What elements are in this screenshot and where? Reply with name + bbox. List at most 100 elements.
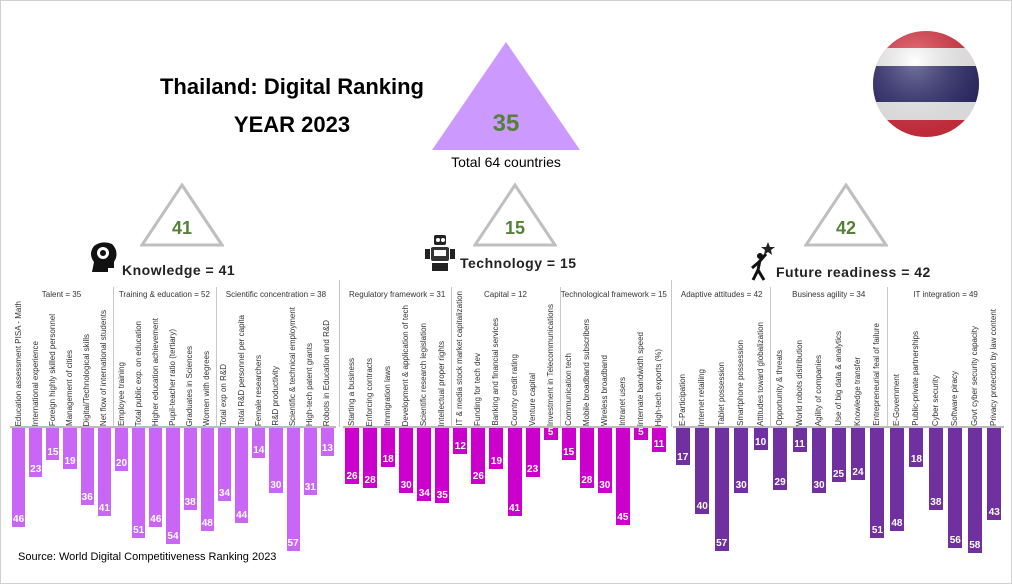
indicator-bar: 44	[235, 428, 249, 523]
indicator-bar: 18	[909, 428, 924, 467]
indicator-label: Scientific research legislation	[419, 322, 429, 426]
bar-value-label: 14	[253, 445, 265, 457]
indicator-label: Entrepreneurial feal of failure	[872, 323, 882, 426]
indicator-bar: 17	[675, 428, 690, 465]
indicator-bar: 31	[303, 428, 317, 495]
indicator-bar: 56	[948, 428, 963, 549]
overall-rank: 35	[492, 110, 520, 137]
future-rank: 42	[835, 218, 857, 238]
indicator-bar: 11	[651, 428, 666, 452]
bar-value-label: 19	[64, 455, 76, 467]
total-countries: Total 64 countries	[451, 154, 561, 170]
title-line2: YEAR 2023	[233, 112, 351, 137]
section-divider	[339, 280, 340, 427]
indicator-bar: 28	[579, 428, 594, 489]
bar-value-label: 41	[98, 503, 110, 515]
future-section-title: Future readiness = 42	[776, 264, 931, 280]
bar-value-label: 19	[490, 455, 503, 467]
indicator-bar: 43	[987, 428, 1002, 521]
indicator-label: Foreign highly skilled personnel	[47, 313, 57, 426]
indicator-bar: 30	[734, 428, 749, 493]
bar-value-label: 36	[81, 492, 93, 504]
indicator-label: Pupil-teacher ratio (tertiary)	[168, 329, 177, 426]
bar-value-label: 48	[891, 518, 903, 530]
indicator-label: Venture capital	[527, 373, 537, 426]
indicator-bar: 54	[166, 428, 180, 545]
bar-value-label: 24	[852, 466, 864, 478]
bar-value-label: 51	[871, 524, 883, 536]
bar-value-label: 13	[321, 442, 333, 454]
person-reaching-star-icon	[748, 242, 776, 287]
bar-value-label: 30	[735, 479, 747, 491]
group-title: Technological framework = 15	[560, 290, 667, 299]
bar-value-label: 10	[755, 436, 767, 448]
bar-value-label: 20	[115, 458, 128, 469]
indicator-label: Intranet users	[617, 377, 627, 426]
knowledge-axis	[10, 426, 336, 428]
indicator-label: International experience	[30, 340, 40, 426]
indicator-bar: 15	[561, 428, 576, 461]
indicator-bar: 19	[489, 428, 504, 469]
indicator-bar: 30	[399, 428, 414, 493]
bar-value-label: 26	[346, 470, 358, 482]
indicator-bar: 20	[114, 428, 129, 471]
bar-value-label: 15	[47, 447, 59, 459]
indicator-bar: 46	[12, 428, 26, 527]
indicator-label: Opportunity & threats	[775, 350, 785, 426]
indicator-label: Knowledge transfer	[852, 357, 862, 426]
future-rank-triangle	[803, 182, 889, 253]
section-divider	[671, 280, 672, 427]
bar-value-label: 43	[988, 507, 1000, 519]
indicator-label: Agility of companies	[814, 354, 824, 426]
group-divider	[216, 287, 217, 427]
bar-value-label: 46	[13, 513, 25, 525]
bar-value-label: 35	[436, 490, 448, 502]
indicator-bar: 36	[80, 428, 94, 506]
indicator-bar: 14	[252, 428, 266, 459]
bar-value-label: 31	[304, 481, 316, 493]
bar-value-label: 28	[364, 475, 376, 487]
indicator-label: Total public exp. on education	[133, 320, 143, 426]
indicator-bar: 15	[46, 428, 60, 461]
indicator-bar: 45	[615, 428, 630, 525]
group-title: Scientific concentration = 38	[225, 290, 327, 299]
indicator-bar: 25	[831, 428, 846, 482]
bar-value-label: 11	[794, 438, 805, 450]
bar-value-label: 30	[400, 479, 412, 491]
bar-value-label: 28	[581, 475, 593, 487]
indicator-label: Total R&D personnel per capita	[236, 315, 246, 426]
indicator-label: Graduates in Sciences	[185, 345, 195, 427]
group-title: Training & education = 52	[118, 290, 210, 299]
indicator-label: Attitudes toward globalization	[755, 321, 765, 426]
indicator-label: High-tech exports (%)	[653, 348, 663, 426]
indicator-label: Investment in Telecommunications	[545, 303, 555, 426]
indicator-label: E-Participation	[677, 373, 687, 426]
indicator-label: E-Government	[891, 373, 901, 426]
group-divider	[451, 287, 452, 427]
indicator-bar: 26	[345, 428, 360, 484]
bar-value-label: 11	[653, 438, 665, 450]
bar-value-label: 30	[599, 479, 611, 491]
indicator-bar: 5	[543, 427, 558, 440]
knowledge-rank-triangle	[139, 182, 225, 253]
indicator-bar: 28	[363, 428, 378, 489]
group-title: IT integration = 49	[913, 290, 978, 299]
indicator-label: Funding for tech dev	[473, 353, 483, 426]
indicator-label: Net flow of international students	[99, 309, 109, 426]
indicator-bar: 46	[149, 428, 163, 527]
bar-value-label: 5	[547, 427, 554, 438]
indicator-bar: 30	[597, 428, 612, 493]
indicator-bar: 34	[217, 428, 232, 502]
indicator-label: Public-private partnerships	[911, 331, 921, 426]
indicator-label: Development & application of tech	[401, 304, 411, 426]
indicator-bar: 48	[889, 428, 904, 532]
bar-value-label: 30	[813, 479, 825, 491]
indicator-bar: 34	[417, 428, 432, 502]
source-note: Source: World Digital Competitiveness Ra…	[18, 551, 277, 563]
bar-value-label: 12	[454, 440, 466, 452]
indicator-bar: 40	[695, 428, 710, 514]
technology-axis	[343, 426, 668, 428]
bar-value-label: 57	[287, 537, 299, 549]
indicator-label: IT & media stock market capitalization	[455, 291, 465, 426]
indicator-bar: 51	[132, 428, 146, 538]
